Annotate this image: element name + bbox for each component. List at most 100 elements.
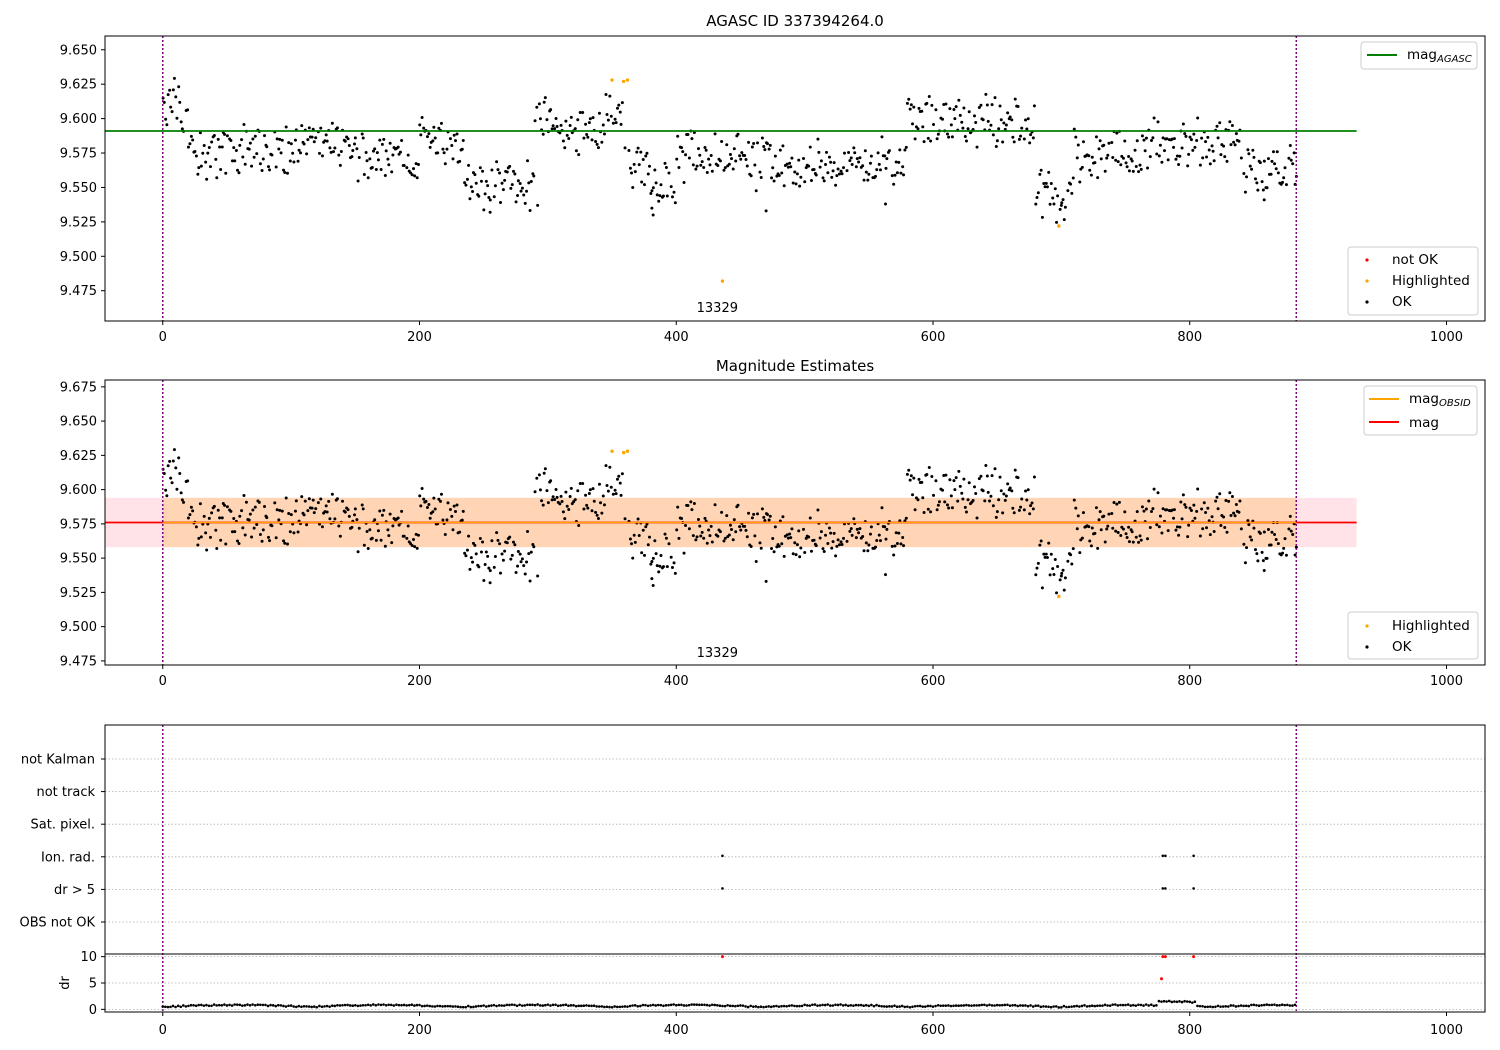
dr-point: [1124, 1003, 1127, 1007]
ok-point: [1094, 506, 1098, 510]
ok-point: [516, 179, 520, 183]
ok-point: [164, 117, 168, 121]
ok-point: [1284, 183, 1288, 187]
dr-point: [880, 1005, 883, 1008]
ok-point: [812, 538, 816, 542]
dr-point: [923, 1005, 927, 1008]
ok-point: [718, 530, 722, 534]
ok-point: [529, 550, 533, 554]
ok-point: [549, 479, 553, 483]
ok-point: [1208, 162, 1212, 166]
ok-point: [637, 533, 641, 537]
ok-point: [981, 489, 985, 493]
ok-point: [596, 146, 600, 150]
dr-point: [1042, 1005, 1045, 1008]
ok-point: [391, 153, 395, 157]
ok-point: [614, 121, 618, 125]
ok-point: [832, 531, 836, 535]
ok-point: [523, 201, 527, 205]
ok-point: [716, 163, 720, 167]
ok-point: [636, 146, 640, 150]
ok-point: [287, 141, 291, 145]
ok-point: [990, 474, 994, 478]
ok-point: [1274, 537, 1278, 541]
dr-point: [243, 1004, 247, 1007]
ok-point: [263, 504, 267, 508]
dr-point: [449, 1004, 452, 1008]
y-tick-label: 9.550: [60, 552, 97, 567]
ok-point: [764, 209, 768, 213]
y-tick-label: 9.650: [60, 43, 97, 58]
ok-point: [854, 165, 858, 169]
ok-point: [759, 176, 763, 180]
dr-point: [1139, 1003, 1143, 1007]
dr-point: [277, 1003, 280, 1007]
dr-point: [1160, 1000, 1163, 1003]
dr-point: [839, 1003, 842, 1006]
ok-point: [1273, 533, 1277, 537]
ok-point: [925, 473, 929, 477]
ok-point: [1186, 164, 1190, 168]
dr-point: [674, 1003, 678, 1007]
ok-point: [773, 525, 777, 529]
ok-point: [532, 174, 536, 178]
ok-point: [561, 510, 565, 514]
ok-point: [488, 210, 492, 214]
ok-point: [347, 514, 351, 518]
ok-point: [1161, 507, 1165, 511]
ok-point: [993, 96, 997, 100]
ok-point: [1087, 525, 1091, 529]
ok-point: [1121, 527, 1125, 531]
ok-point: [355, 147, 359, 151]
ok-point: [953, 488, 957, 492]
x-tick-label: 400: [664, 1023, 689, 1038]
dr-point: [354, 1003, 357, 1007]
ok-point: [848, 159, 852, 163]
dr-point: [746, 1005, 750, 1009]
ok-point: [839, 540, 843, 544]
ok-point: [611, 121, 615, 125]
ok-point: [191, 509, 195, 513]
flag-point: [1161, 887, 1165, 890]
ok-point: [286, 171, 290, 175]
ok-point: [310, 135, 314, 139]
ok-point: [170, 110, 174, 114]
ok-point: [412, 537, 416, 541]
ok-point: [1289, 158, 1293, 162]
ok-point: [744, 528, 748, 532]
ok-point: [952, 479, 956, 483]
ok-point: [1172, 145, 1176, 149]
ok-point: [233, 530, 237, 534]
ok-point: [1177, 162, 1181, 166]
ok-point: [1062, 588, 1066, 592]
ok-point: [1047, 170, 1051, 174]
ok-point: [964, 510, 968, 514]
ok-point: [902, 544, 906, 548]
dr-point: [292, 1005, 296, 1008]
ok-point: [682, 180, 686, 184]
ok-point: [1049, 182, 1053, 186]
dr-point: [739, 1004, 742, 1007]
ok-point: [1138, 163, 1142, 167]
dr-point: [1157, 999, 1161, 1003]
ok-point: [243, 533, 247, 537]
dr-point: [1001, 1003, 1004, 1007]
ok-point: [631, 185, 635, 189]
ok-point: [659, 553, 663, 557]
ok-point: [763, 519, 767, 523]
legend-marker-not-ok: [1365, 258, 1369, 262]
ok-point: [1039, 168, 1043, 172]
ok-point: [1031, 136, 1035, 140]
ok-point: [989, 123, 993, 127]
ok-point: [297, 148, 301, 152]
dr-point: [366, 1003, 370, 1007]
ok-point: [1219, 153, 1223, 157]
ok-point: [720, 139, 724, 143]
ok-point: [168, 459, 172, 463]
ok-point: [207, 516, 211, 520]
ok-point: [402, 164, 406, 168]
ok-point: [350, 155, 354, 159]
ok-point: [799, 546, 803, 550]
ok-point: [1187, 523, 1191, 527]
